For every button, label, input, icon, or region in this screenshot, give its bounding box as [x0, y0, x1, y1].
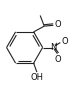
Text: +: + [54, 42, 58, 47]
Text: N: N [50, 43, 56, 52]
Text: O: O [62, 37, 68, 46]
Text: ⁻: ⁻ [64, 38, 67, 43]
Text: O: O [55, 20, 61, 29]
Text: O: O [55, 55, 62, 64]
Text: OH: OH [30, 73, 43, 82]
